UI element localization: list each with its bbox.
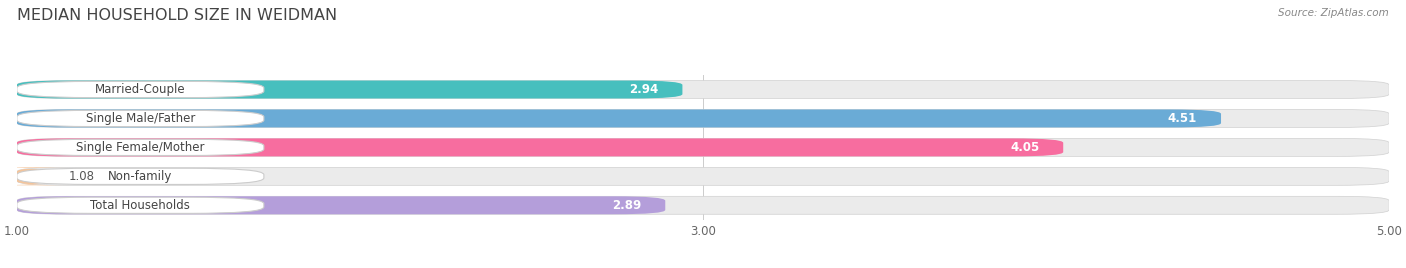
FancyBboxPatch shape: [17, 168, 264, 184]
FancyBboxPatch shape: [17, 139, 1389, 156]
FancyBboxPatch shape: [17, 196, 665, 214]
FancyBboxPatch shape: [0, 168, 69, 185]
Text: 4.51: 4.51: [1168, 112, 1197, 125]
Text: 1.08: 1.08: [69, 170, 94, 183]
Text: Single Female/Mother: Single Female/Mother: [76, 141, 205, 154]
FancyBboxPatch shape: [17, 110, 1389, 127]
Text: Non-family: Non-family: [108, 170, 173, 183]
Text: 2.89: 2.89: [612, 199, 641, 212]
FancyBboxPatch shape: [17, 81, 682, 98]
Text: Total Households: Total Households: [90, 199, 190, 212]
Text: Single Male/Father: Single Male/Father: [86, 112, 195, 125]
FancyBboxPatch shape: [17, 81, 1389, 98]
FancyBboxPatch shape: [17, 110, 1220, 127]
FancyBboxPatch shape: [17, 110, 264, 126]
FancyBboxPatch shape: [17, 139, 1063, 156]
Text: Source: ZipAtlas.com: Source: ZipAtlas.com: [1278, 8, 1389, 18]
FancyBboxPatch shape: [17, 81, 264, 98]
FancyBboxPatch shape: [17, 196, 1389, 214]
Text: 4.05: 4.05: [1010, 141, 1039, 154]
FancyBboxPatch shape: [17, 168, 1389, 185]
Text: 2.94: 2.94: [628, 83, 658, 96]
FancyBboxPatch shape: [17, 197, 264, 213]
Text: Married-Couple: Married-Couple: [96, 83, 186, 96]
FancyBboxPatch shape: [17, 139, 264, 155]
Text: MEDIAN HOUSEHOLD SIZE IN WEIDMAN: MEDIAN HOUSEHOLD SIZE IN WEIDMAN: [17, 8, 337, 23]
